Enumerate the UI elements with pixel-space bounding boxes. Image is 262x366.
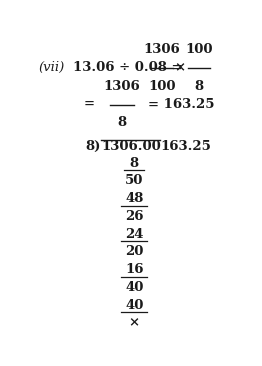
Text: 8: 8	[195, 80, 204, 93]
Text: 8: 8	[118, 116, 127, 129]
Text: 8): 8)	[85, 140, 101, 153]
Text: ×: ×	[174, 61, 185, 74]
Text: 8: 8	[130, 157, 139, 169]
Text: 163.25: 163.25	[161, 140, 211, 153]
Text: 1306: 1306	[104, 80, 140, 93]
Text: 100: 100	[148, 80, 176, 93]
Text: =: =	[84, 98, 95, 111]
Text: 24: 24	[125, 228, 144, 241]
Text: 40: 40	[125, 281, 144, 294]
Text: 50: 50	[125, 174, 144, 187]
Text: 40: 40	[125, 299, 144, 312]
Text: = 163.25: = 163.25	[149, 98, 215, 111]
Text: 16: 16	[125, 263, 144, 276]
Text: ×: ×	[129, 317, 140, 329]
Text: 48: 48	[125, 192, 144, 205]
Text: 13.06 ÷ 0.08 =: 13.06 ÷ 0.08 =	[73, 61, 183, 74]
Text: 1306.00: 1306.00	[102, 140, 162, 153]
Text: (vii): (vii)	[39, 61, 65, 74]
Text: 26: 26	[125, 210, 144, 223]
Text: 20: 20	[125, 246, 144, 258]
Text: 1306: 1306	[143, 43, 180, 56]
Text: 100: 100	[185, 43, 213, 56]
